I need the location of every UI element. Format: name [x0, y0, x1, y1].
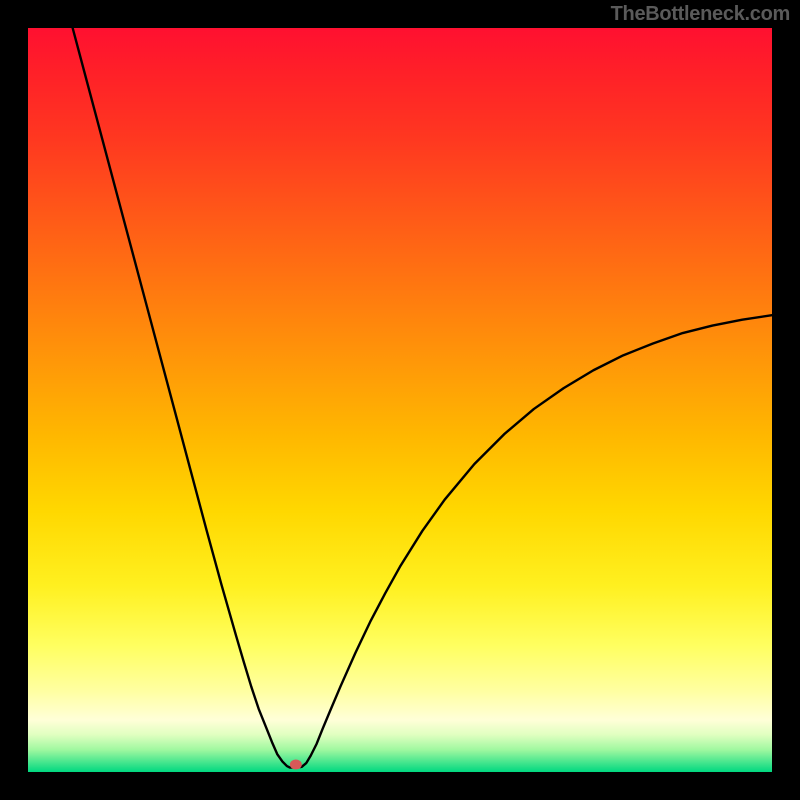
optimal-point-marker: [290, 760, 302, 770]
watermark-text: TheBottleneck.com: [611, 3, 790, 26]
chart-plot-area: [28, 28, 772, 772]
gradient-background: [28, 28, 772, 772]
chart-svg: [28, 28, 772, 772]
